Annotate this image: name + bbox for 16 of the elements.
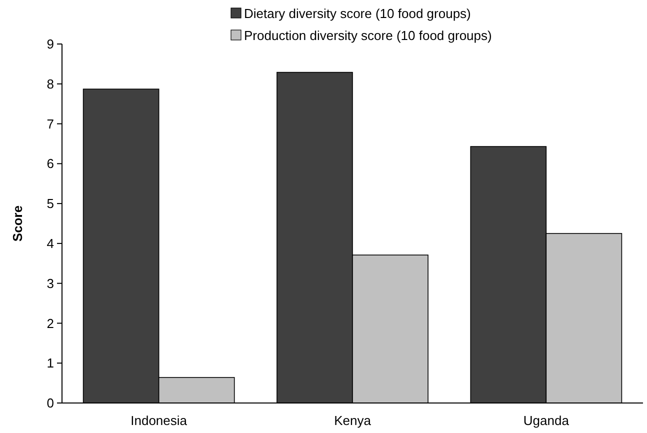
y-tick-label: 7 — [46, 116, 54, 132]
x-tick-label: Uganda — [523, 413, 570, 428]
y-tick-label: 5 — [46, 196, 54, 212]
y-tick-label: 2 — [46, 316, 54, 331]
legend-label: Dietary diversity score (10 food groups) — [244, 6, 471, 21]
x-tick-label: Kenya — [334, 413, 372, 428]
y-tick-label: 6 — [46, 156, 54, 172]
y-tick-label: 9 — [46, 36, 54, 52]
y-axis-title: Score — [10, 205, 25, 242]
y-tick-label: 8 — [46, 76, 54, 92]
y-tick-label: 4 — [46, 236, 54, 251]
legend-label: Production diversity score (10 food groups) — [244, 28, 492, 43]
y-tick-label: 0 — [46, 396, 54, 411]
y-tick-label: 3 — [46, 276, 54, 291]
x-tick-label: Indonesia — [130, 413, 188, 428]
y-tick-label: 1 — [46, 356, 54, 371]
